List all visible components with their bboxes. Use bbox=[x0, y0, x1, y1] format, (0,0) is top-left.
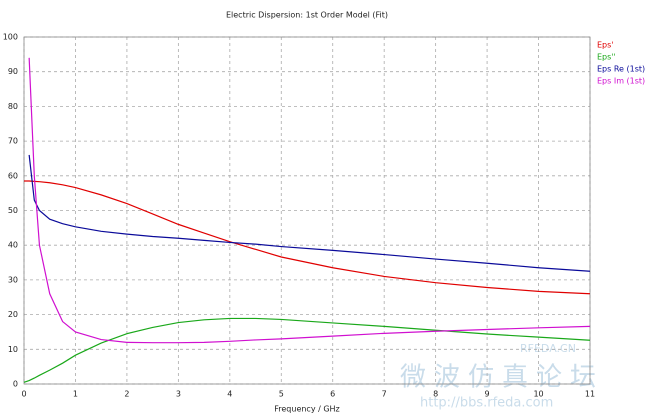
x-tick-label: 7 bbox=[382, 390, 387, 399]
x-tick-label: 11 bbox=[585, 390, 595, 399]
x-tick-label: 1 bbox=[73, 390, 78, 399]
series-line bbox=[28, 154, 591, 272]
legend-label: Eps Re (1st) bbox=[597, 65, 645, 74]
y-tick-label: 50 bbox=[8, 206, 18, 215]
x-tick-label: 4 bbox=[227, 390, 232, 399]
legend-label: Eps Im (1st) bbox=[597, 77, 645, 86]
watermark: 微波仿真论坛 bbox=[400, 363, 604, 393]
legend-label: Eps'' bbox=[597, 53, 616, 62]
watermark: http://bbs.rfeda.com bbox=[420, 396, 553, 411]
x-tick-label: 10 bbox=[533, 390, 543, 399]
x-axis-label: Frequency / GHz bbox=[274, 405, 340, 414]
x-tick-label: 9 bbox=[485, 390, 490, 399]
x-tick-label: 5 bbox=[279, 390, 284, 399]
x-tick-label: 3 bbox=[176, 390, 181, 399]
y-tick-label: 60 bbox=[8, 171, 18, 180]
series-line bbox=[23, 317, 591, 383]
plot-frame bbox=[23, 36, 591, 385]
series-line bbox=[24, 180, 591, 295]
x-tick-label: 6 bbox=[330, 390, 335, 399]
y-tick-label: 10 bbox=[8, 345, 18, 354]
watermark: RFEDA.CN bbox=[520, 342, 576, 355]
legend-label: Eps' bbox=[597, 41, 614, 50]
y-tick-label: 30 bbox=[8, 275, 18, 284]
y-tick-label: 100 bbox=[3, 33, 18, 42]
y-tick-label: 0 bbox=[13, 380, 18, 389]
y-tick-label: 80 bbox=[8, 102, 18, 111]
y-tick-label: 90 bbox=[8, 67, 18, 76]
y-tick-label: 70 bbox=[8, 137, 18, 146]
y-tick-label: 20 bbox=[8, 310, 18, 319]
x-tick-label: 8 bbox=[433, 390, 438, 399]
chart-title: Electric Dispersion: 1st Order Model (Fi… bbox=[226, 11, 388, 20]
y-tick-label: 40 bbox=[8, 241, 18, 250]
x-tick-label: 0 bbox=[21, 390, 26, 399]
series-line bbox=[28, 57, 591, 344]
x-tick-label: 2 bbox=[124, 390, 129, 399]
